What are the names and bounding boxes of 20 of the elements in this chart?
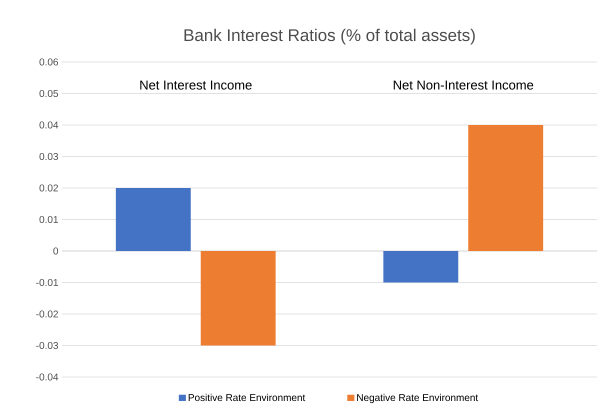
x-tick-label: Net Interest Income (140, 80, 252, 90)
y-tick-label: -0.01 (36, 278, 58, 286)
y-tick-label: -0.04 (36, 373, 58, 381)
legend-label: Negative Rate Environment (357, 394, 478, 404)
x-tick-label: Net Non-Interest Income (394, 80, 534, 90)
chart-title: Bank Interest Ratios (% of total assets) (184, 28, 475, 44)
bar (383, 251, 458, 282)
y-tick-label: -0.03 (36, 342, 58, 350)
legend-label: Positive Rate Environment (188, 394, 306, 402)
bar (116, 188, 191, 251)
y-tick-label: 0 (53, 247, 58, 255)
bar (200, 251, 276, 346)
y-tick-label: 0.04 (39, 121, 58, 129)
y-tick-label: 0.06 (39, 58, 58, 66)
y-tick-label: 0.01 (39, 216, 58, 224)
y-tick-label: 0.05 (39, 90, 58, 98)
y-tick-label: 0.03 (39, 152, 58, 160)
y-tick-label: 0.02 (39, 184, 58, 192)
y-tick-label: -0.02 (36, 310, 58, 318)
bar (468, 125, 544, 251)
